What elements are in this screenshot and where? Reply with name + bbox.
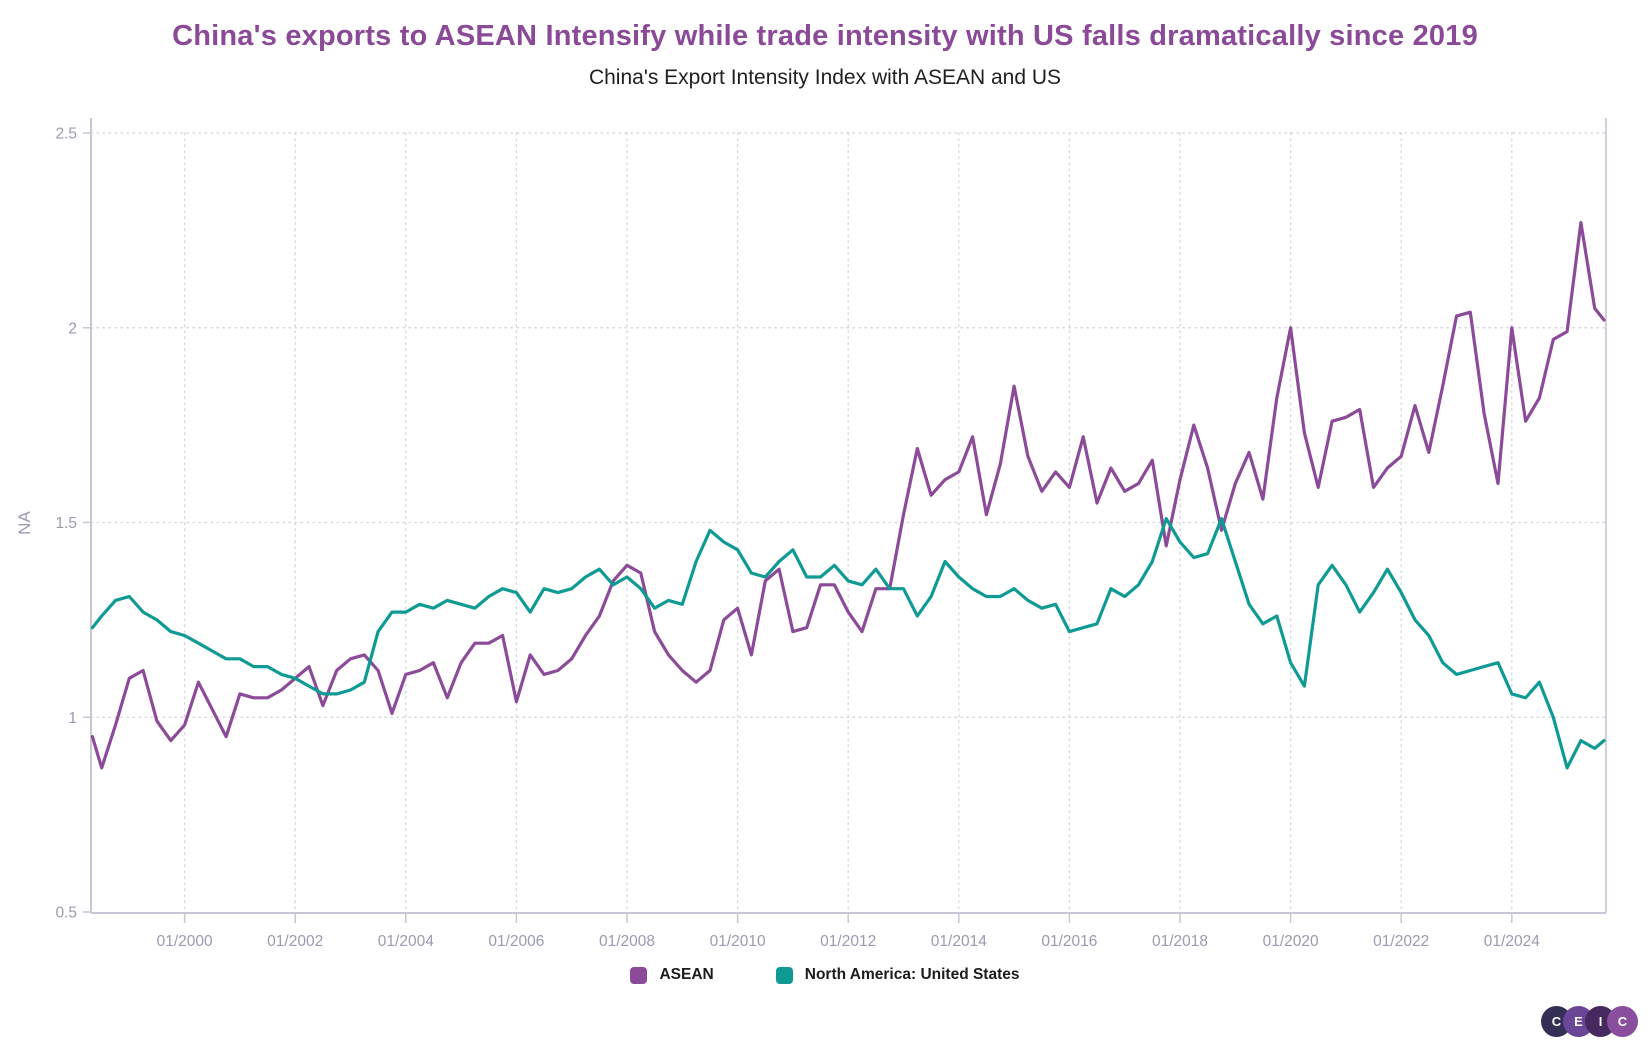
chart-title: China's exports to ASEAN Intensify while…	[172, 20, 1478, 52]
legend-label-us: North America: United States	[804, 966, 1020, 983]
x-tick-label: 01/2012	[820, 933, 876, 950]
y-tick-label: 0.5	[55, 905, 77, 922]
asean-swatch-icon	[630, 966, 648, 984]
x-tick-label: 01/2010	[710, 933, 766, 950]
ceic-logo: C E I C	[1541, 1006, 1638, 1037]
x-tick-label: 01/2000	[157, 933, 213, 950]
x-tick-label: 01/2016	[1041, 933, 1097, 950]
x-tick-label: 01/2008	[599, 933, 655, 950]
chart-subtitle: China's Export Intensity Index with ASEA…	[588, 66, 1062, 89]
series-line-asean	[90, 221, 1606, 770]
series-line-us	[90, 516, 1606, 770]
ceic-logo-circle-c2: C	[1607, 1006, 1638, 1037]
legend-label-asean: ASEAN	[659, 966, 714, 983]
legend: ASEAN North America: United States	[0, 966, 1650, 984]
x-tick-label: 01/2024	[1484, 933, 1540, 950]
x-tick-label: 01/2006	[488, 933, 544, 950]
x-tick-label: 01/2020	[1263, 933, 1319, 950]
us-swatch-icon	[775, 966, 793, 984]
y-tick-label: 2	[68, 320, 77, 337]
x-tick-label: 01/2002	[267, 933, 323, 950]
x-tick-label: 01/2022	[1373, 933, 1429, 950]
x-tick-label: 01/2004	[378, 933, 434, 950]
legend-item-asean[interactable]: ASEAN	[630, 966, 714, 984]
x-tick-label: 01/2018	[1152, 933, 1208, 950]
y-tick-label: 1	[68, 710, 77, 727]
y-tick-label: 2.5	[55, 126, 77, 143]
legend-item-us[interactable]: North America: United States	[775, 966, 1020, 984]
axis-ticks: 0.5 1 1.5 2 2.5 01/2000 01/2002 01/2004 01/2006 0…	[55, 126, 1540, 951]
y-axis-title: NA	[15, 511, 34, 535]
y-tick-label: 1.5	[55, 515, 77, 532]
gridlines	[90, 132, 1607, 914]
x-tick-label: 01/2014	[931, 933, 987, 950]
